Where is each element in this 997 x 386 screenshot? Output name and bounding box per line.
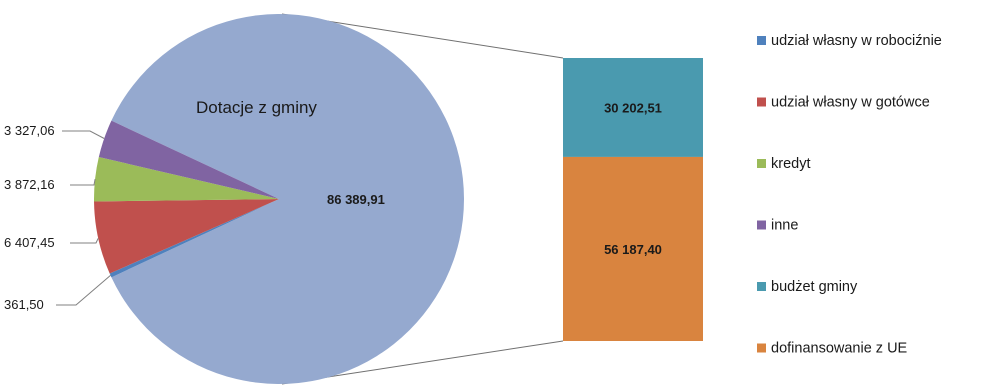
pie-slice-kredyt	[94, 157, 279, 202]
bar-segment-budzet-gminy	[563, 58, 703, 157]
leader-line-udzial-wlasny-w-robociznie	[56, 275, 111, 306]
legend-swatch-kredyt	[757, 159, 766, 168]
pie-label-inne: 3 327,06	[4, 123, 55, 138]
leader-line-kredyt	[70, 179, 96, 186]
legend-label-udzial-wlasny-w-gotowce: udział własny w gotówce	[771, 95, 930, 111]
pie-slice-udzial-wlasny-w-gotowce	[94, 199, 280, 274]
legend-swatch-udzial-wlasny-w-gotowce	[757, 97, 766, 107]
legend-label-kredyt: kredyt	[771, 156, 811, 172]
legend-label-budzet-gminy: budżet gminy	[771, 279, 858, 295]
pie	[94, 14, 465, 385]
legend-swatch-inne	[757, 220, 766, 230]
legend-label-inne: inne	[771, 218, 798, 234]
legend-swatch-udzial-wlasny-w-robociznie	[757, 36, 766, 45]
bar-label-dofinansowanie-z-ue: 56 187,40	[604, 242, 662, 257]
legend-swatch-dofinansowanie-z-ue	[757, 343, 766, 353]
pie-label-dotacje-z-gminy: 86 389,91	[327, 192, 385, 207]
legend-label-dofinansowanie-z-ue: dofinansowanie z UE	[771, 341, 908, 357]
pie-slice-udzial-wlasny-w-robociznie	[109, 199, 280, 278]
legend: udział własny w robociźnie udział własny …	[757, 33, 942, 357]
bar-segment-dofinansowanie-z-ue	[563, 156, 703, 341]
pie-label-udzial-wlasny-w-gotowce: 6 407,45	[4, 235, 55, 250]
pie-title: Dotacje z gminy	[196, 98, 317, 117]
pie-label-kredyt: 3 872,16	[4, 177, 55, 192]
pie-slice-dotacje-z-gminy	[111, 14, 465, 385]
legend-swatch-budzet-gminy	[757, 282, 766, 291]
leader-line-udzial-wlasny-w-gotowce	[70, 238, 99, 244]
pie-slice-inne	[98, 120, 279, 199]
pie-labels: 86 389,91 361,50 6 407,45 3 872,16 3 327,06	[4, 123, 385, 312]
leader-line-inne	[62, 130, 105, 139]
legend-label-udzial-wlasny-w-robociznie: udział własny w robociźnie	[771, 33, 942, 49]
pie-label-udzial-wlasny-w-robociznie: 361,50	[4, 297, 44, 312]
stacked-bar: 30 202,51 56 187,40	[563, 58, 703, 341]
bar-label-budzet-gminy: 30 202,51	[604, 100, 662, 115]
